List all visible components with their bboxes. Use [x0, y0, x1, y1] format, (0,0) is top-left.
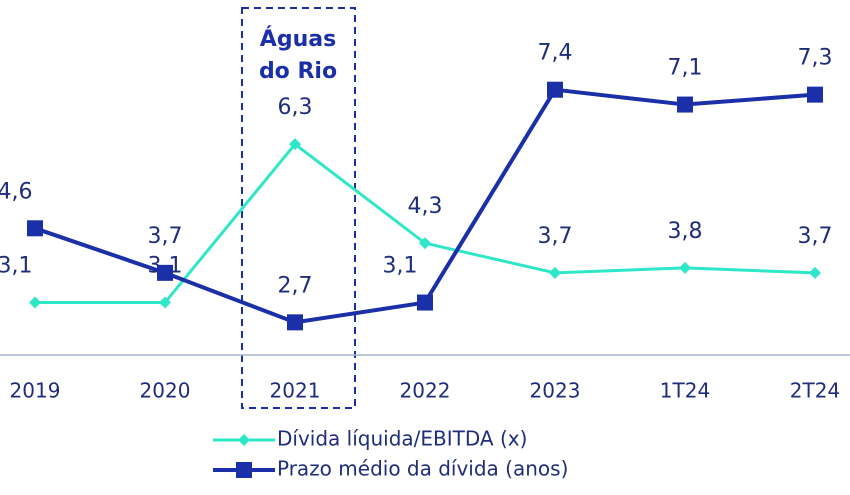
data-label: 4,6 — [0, 179, 33, 204]
x-tick-label: 2021 — [270, 379, 321, 403]
data-label: 4,3 — [408, 194, 443, 219]
point — [547, 81, 563, 98]
point — [549, 266, 561, 279]
data-label: 2,7 — [278, 273, 313, 298]
point — [157, 264, 173, 281]
legend-marker — [236, 462, 252, 478]
point — [679, 261, 691, 274]
legend-label: Prazo médio da dívida (anos) — [277, 457, 568, 481]
legend-label: Dívida líquida/EBITDA (x) — [277, 427, 527, 451]
x-tick-label: 2022 — [400, 379, 451, 403]
annotation: do Rio — [259, 59, 337, 84]
point — [807, 86, 823, 103]
point — [417, 294, 433, 311]
x-tick-label: 2019 — [10, 379, 61, 403]
point — [29, 296, 41, 309]
x-tick-label: 2020 — [140, 379, 191, 403]
legend-marker — [238, 434, 250, 446]
point — [287, 314, 303, 331]
data-label: 7,4 — [538, 41, 573, 66]
highlight-box — [241, 7, 356, 409]
point — [677, 96, 693, 113]
data-label: 3,8 — [668, 219, 703, 244]
x-tick-label: 2023 — [530, 379, 581, 403]
point — [27, 220, 43, 237]
annotation: Águas — [260, 26, 336, 52]
data-label: 3,7 — [798, 224, 833, 249]
data-label: 7,3 — [798, 46, 833, 71]
data-label: 3,7 — [538, 224, 573, 249]
point — [809, 266, 821, 279]
point — [419, 237, 431, 250]
point — [159, 296, 171, 309]
x-tick-label: 1T24 — [660, 379, 710, 403]
data-label: 3,7 — [148, 224, 183, 249]
data-label: 3,1 — [0, 254, 33, 279]
data-label: 6,3 — [278, 95, 313, 120]
point — [289, 138, 301, 151]
data-label: 3,1 — [383, 254, 418, 279]
x-tick-label: 2T24 — [790, 379, 840, 403]
data-label: 7,1 — [668, 56, 703, 81]
